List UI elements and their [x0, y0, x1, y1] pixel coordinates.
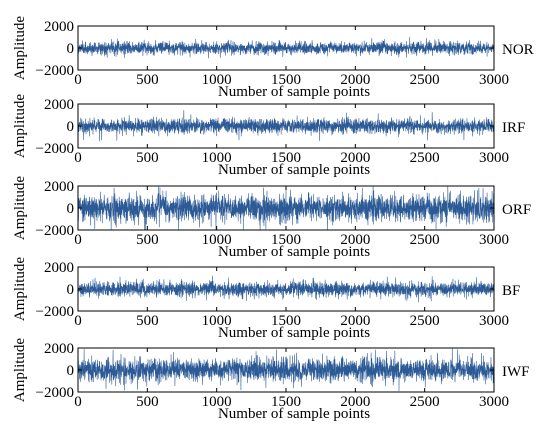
panel-nor: 0 500 1000 1500 2000 2500 3000−200002000Number… — [12, 16, 534, 100]
x-tick-label: 2500 — [410, 394, 440, 410]
x-tick-label: 1500 — [271, 313, 301, 329]
x-tick-label: 3000 — [479, 232, 509, 248]
x-tick-label: 2500 — [410, 150, 440, 166]
panel-label: IRF — [502, 120, 525, 136]
signal-trace-orf — [78, 186, 494, 230]
y-axis-label: Amplitude — [12, 338, 28, 403]
x-tick-label: 1500 — [271, 72, 301, 88]
y-tick-label: −2000 — [36, 385, 74, 401]
y-tick-label: −2000 — [36, 223, 74, 239]
panel-irf: 0 500 1000 1500 2000 2500 3000−200002000Number… — [12, 94, 525, 178]
x-tick-label: 500 — [136, 394, 159, 410]
x-tick-label: 2000 — [340, 150, 370, 166]
x-tick-label: 2500 — [410, 313, 440, 329]
signal-trace-irf — [78, 110, 494, 142]
y-tick-label: 2000 — [44, 19, 74, 35]
x-tick-label: 0 — [74, 232, 82, 248]
x-tick-label: 0 — [74, 313, 82, 329]
x-tick-label: 1000 — [202, 72, 232, 88]
x-tick-label: 2500 — [410, 232, 440, 248]
x-tick-label: 2500 — [410, 72, 440, 88]
x-axis-label: Number of sample points — [218, 406, 370, 422]
y-tick-label: 2000 — [44, 260, 74, 276]
x-tick-label: 2000 — [340, 313, 370, 329]
panel-label: BF — [502, 283, 520, 299]
x-tick-label: 3000 — [479, 313, 509, 329]
x-tick-label: 1500 — [271, 150, 301, 166]
x-tick-label: 500 — [136, 313, 159, 329]
y-tick-label: 0 — [67, 201, 75, 217]
panel-orf: 0 500 1000 1500 2000 2500 3000−200002000Number… — [12, 176, 531, 260]
y-tick-label: −2000 — [36, 304, 74, 320]
x-tick-label: 0 — [74, 150, 82, 166]
y-tick-label: −2000 — [36, 63, 74, 79]
x-axis-label: Number of sample points — [218, 84, 370, 100]
x-axis-label: Number of sample points — [218, 162, 370, 178]
x-tick-label: 1000 — [202, 313, 232, 329]
y-tick-label: 2000 — [44, 179, 74, 195]
x-axis-label: Number of sample points — [218, 244, 370, 260]
y-axis-label: Amplitude — [12, 257, 28, 322]
panel-label: IWF — [502, 364, 530, 380]
x-tick-label: 1500 — [271, 394, 301, 410]
signal-trace-iwf — [78, 348, 494, 392]
panel-label: NOR — [502, 42, 534, 58]
y-axis-label: Amplitude — [12, 176, 28, 241]
panel-label: ORF — [502, 202, 531, 218]
y-tick-label: 2000 — [44, 341, 74, 357]
x-tick-label: 2000 — [340, 394, 370, 410]
x-axis-label: Number of sample points — [218, 325, 370, 341]
x-tick-label: 1000 — [202, 150, 232, 166]
x-tick-label: 1000 — [202, 232, 232, 248]
x-tick-label: 3000 — [479, 150, 509, 166]
x-tick-label: 2000 — [340, 232, 370, 248]
x-tick-label: 500 — [136, 72, 159, 88]
y-tick-label: 0 — [67, 119, 75, 135]
y-tick-label: −2000 — [36, 141, 74, 157]
y-tick-label: 0 — [67, 363, 75, 379]
x-tick-label: 3000 — [479, 394, 509, 410]
x-tick-label: 1500 — [271, 232, 301, 248]
x-tick-label: 500 — [136, 150, 159, 166]
y-tick-label: 0 — [67, 41, 75, 57]
x-tick-label: 500 — [136, 232, 159, 248]
x-tick-label: 0 — [74, 394, 82, 410]
x-tick-label: 0 — [74, 72, 82, 88]
signal-trace-nor — [78, 36, 494, 59]
x-tick-label: 1000 — [202, 394, 232, 410]
panel-bf: 0 500 1000 1500 2000 2500 3000−200002000Number… — [12, 257, 520, 341]
y-tick-label: 0 — [67, 282, 75, 298]
y-tick-label: 2000 — [44, 97, 74, 113]
signal-trace-bf — [78, 275, 494, 303]
panel-iwf: 0 500 1000 1500 2000 2500 3000−200002000Number… — [12, 338, 530, 422]
x-tick-label: 3000 — [479, 72, 509, 88]
x-tick-label: 2000 — [340, 72, 370, 88]
y-axis-label: Amplitude — [12, 94, 28, 159]
y-axis-label: Amplitude — [12, 16, 28, 81]
